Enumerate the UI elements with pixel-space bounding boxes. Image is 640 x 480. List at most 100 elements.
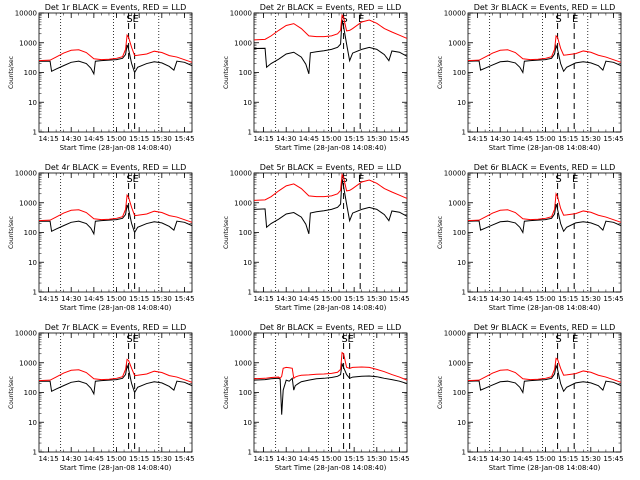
y-axis-label: Counts/sec xyxy=(8,376,15,409)
y-tick-label: 1000 xyxy=(234,359,252,367)
x-tick-label: 15:00 xyxy=(106,295,126,303)
y-tick-label: 10 xyxy=(243,419,252,427)
panel-title: Det 2r BLACK = Events, RED = LLD xyxy=(260,3,402,12)
y-tick-label: 1 xyxy=(248,289,252,297)
marker-label-e: E xyxy=(572,334,578,345)
x-tick-label: 14:15 xyxy=(467,295,487,303)
series-line-events xyxy=(253,19,408,75)
panel-title: Det 8r BLACK = Events, RED = LLD xyxy=(260,323,402,332)
plot-frame xyxy=(253,332,408,453)
x-tick-label: 15:00 xyxy=(106,135,126,143)
y-tick-label: 10 xyxy=(28,99,37,107)
plot-frame xyxy=(253,12,408,133)
y-tick-label: 100 xyxy=(239,389,252,397)
panel-title: Det 4r BLACK = Events, RED = LLD xyxy=(45,163,187,172)
x-tick-label: 14:45 xyxy=(513,295,533,303)
x-tick-label: 15:45 xyxy=(174,135,194,143)
x-tick-label: 14:15 xyxy=(467,135,487,143)
x-tick-label: 14:30 xyxy=(490,135,510,143)
x-axis-label: Start Time (28-Jan-08 14:08:40) xyxy=(275,144,387,152)
series-line-events xyxy=(253,362,408,415)
x-axis-label: Start Time (28-Jan-08 14:08:40) xyxy=(275,464,387,472)
y-tick-label: 100 xyxy=(239,229,252,237)
marker-label-s: S xyxy=(555,334,561,345)
x-tick-label: 14:30 xyxy=(61,455,81,463)
x-tick-label: 15:15 xyxy=(344,295,364,303)
x-tick-label: 14:45 xyxy=(513,135,533,143)
panel-5: Det 5r BLACK = Events, RED = LLD 1 10 100 10… xyxy=(223,163,410,312)
y-tick-label: 1 xyxy=(462,289,466,297)
x-tick-label: 15:15 xyxy=(344,455,364,463)
series-line-events xyxy=(467,203,622,235)
y-tick-label: 1 xyxy=(33,129,37,137)
x-tick-label: 15:30 xyxy=(581,135,601,143)
series-line-lld xyxy=(467,357,622,383)
x-tick-label: 15:45 xyxy=(603,295,623,303)
y-tick-label: 1000 xyxy=(19,199,37,207)
plot-frame xyxy=(253,172,408,293)
panel-9: Det 9r BLACK = Events, RED = LLD 1 10 100 10… xyxy=(437,323,624,472)
y-tick-label: 10 xyxy=(457,99,466,107)
x-tick-label: 15:45 xyxy=(174,295,194,303)
series-line-events xyxy=(467,363,622,395)
y-tick-label: 10 xyxy=(243,259,252,267)
x-tick-label: 14:30 xyxy=(276,295,296,303)
panel-2: Det 2r BLACK = Events, RED = LLD 1 10 100 10… xyxy=(223,3,410,152)
x-tick-label: 15:30 xyxy=(367,455,387,463)
series-line-events xyxy=(39,44,193,76)
marker-label-s: S xyxy=(555,14,561,25)
marker-label-e: E xyxy=(572,14,578,25)
x-tick-label: 14:15 xyxy=(38,295,58,303)
y-tick-label: 10000 xyxy=(444,170,466,178)
marker-label-e: E xyxy=(572,174,578,185)
panel-1: Det 1r BLACK = Events, RED = LLD 1 10 100 10… xyxy=(8,3,195,152)
y-tick-label: 10000 xyxy=(15,170,37,178)
panel-title: Det 1r BLACK = Events, RED = LLD xyxy=(45,3,187,12)
x-tick-label: 14:30 xyxy=(490,295,510,303)
series-line-events xyxy=(39,363,193,396)
x-tick-label: 15:15 xyxy=(558,295,578,303)
x-tick-label: 14:30 xyxy=(490,455,510,463)
marker-label-s: S xyxy=(126,334,132,345)
marker-label-s: S xyxy=(341,334,347,345)
x-tick-label: 15:45 xyxy=(603,135,623,143)
x-tick-label: 14:30 xyxy=(276,135,296,143)
y-tick-label: 10 xyxy=(28,419,37,427)
y-tick-label: 1 xyxy=(462,449,466,457)
y-tick-label: 1000 xyxy=(19,359,37,367)
y-axis-label: Counts/sec xyxy=(223,376,230,409)
panel-8: Det 8r BLACK = Events, RED = LLD 1 10 100 10… xyxy=(223,323,410,472)
panel-3: Det 3r BLACK = Events, RED = LLD 1 10 100 10… xyxy=(437,3,624,152)
y-tick-label: 10000 xyxy=(444,10,466,18)
y-axis-label: Counts/sec xyxy=(223,216,230,249)
y-tick-label: 10000 xyxy=(15,330,37,338)
plot-frame xyxy=(38,12,193,133)
x-tick-label: 15:45 xyxy=(389,455,409,463)
x-tick-label: 15:30 xyxy=(581,295,601,303)
marker-label-s: S xyxy=(126,14,132,25)
x-tick-label: 15:15 xyxy=(129,455,149,463)
y-tick-label: 1000 xyxy=(448,359,466,367)
series-line-lld xyxy=(253,13,408,41)
x-axis-label: Start Time (28-Jan-08 14:08:40) xyxy=(60,464,172,472)
y-tick-label: 1 xyxy=(248,449,252,457)
marker-label-e: E xyxy=(132,334,138,345)
x-tick-label: 15:45 xyxy=(174,455,194,463)
plot-frame xyxy=(467,332,622,453)
y-tick-label: 1000 xyxy=(448,39,466,47)
x-tick-label: 14:45 xyxy=(84,455,104,463)
y-tick-label: 100 xyxy=(24,69,37,77)
series-line-lld xyxy=(38,193,193,223)
y-axis-label: Counts/sec xyxy=(437,376,444,409)
x-tick-label: 15:45 xyxy=(389,295,409,303)
x-axis-label: Start Time (28-Jan-08 14:08:40) xyxy=(489,304,601,312)
panel-title: Det 3r BLACK = Events, RED = LLD xyxy=(474,3,616,12)
x-tick-label: 15:00 xyxy=(106,455,126,463)
series-line-lld xyxy=(467,34,622,63)
y-tick-label: 10 xyxy=(457,259,466,267)
panel-title: Det 7r BLACK = Events, RED = LLD xyxy=(45,323,187,332)
plot-frame xyxy=(38,172,193,293)
x-tick-label: 14:30 xyxy=(61,135,81,143)
x-tick-label: 15:00 xyxy=(321,135,341,143)
